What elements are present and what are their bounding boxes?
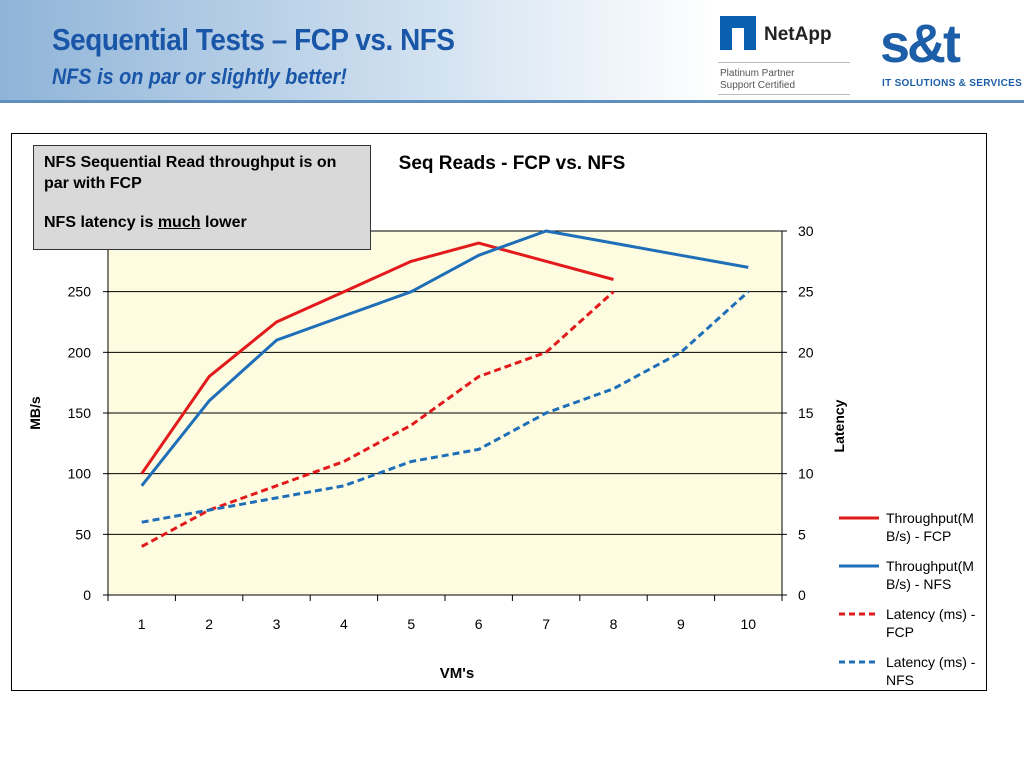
x-tick-label: 4 bbox=[340, 616, 348, 632]
netapp-name: NetApp bbox=[764, 24, 832, 45]
snt-tagline: IT SOLUTIONS & SERVICES bbox=[882, 78, 1023, 89]
legend-label-line: FCP bbox=[886, 624, 914, 640]
legend-label-line: NFS bbox=[886, 672, 914, 688]
legend-label-line: Latency (ms) - bbox=[886, 654, 976, 670]
y-tick-label: 50 bbox=[75, 526, 91, 542]
legend-label: Throughput(M B/s) - FCP bbox=[886, 510, 974, 544]
y2-tick-label: 30 bbox=[798, 223, 814, 239]
x-tick-label: 10 bbox=[741, 616, 757, 632]
slide-subtitle: NFS is on par or slightly better! bbox=[52, 64, 347, 89]
y2-tick-label: 25 bbox=[798, 284, 814, 300]
x-tick-label: 7 bbox=[542, 616, 550, 632]
y-tick-label: 150 bbox=[68, 405, 92, 421]
legend-label-line: B/s) - NFS bbox=[886, 576, 951, 592]
legend-label-line: B/s) - FCP bbox=[886, 528, 951, 544]
y-tick-label: 250 bbox=[68, 284, 92, 300]
x-tick-label: 2 bbox=[205, 616, 213, 632]
netapp-logo: NetApp Platinum Partner Support Certifie… bbox=[712, 10, 854, 96]
y2-tick-label: 15 bbox=[798, 405, 814, 421]
legend-label: Latency (ms) - NFS bbox=[886, 654, 976, 688]
slide-title: Sequential Tests – FCP vs. NFS bbox=[52, 22, 455, 57]
callout-box: NFS Sequential Read throughput is on par… bbox=[33, 145, 371, 250]
legend-label: Latency (ms) - FCP bbox=[886, 606, 976, 640]
netapp-mark-icon bbox=[720, 16, 756, 50]
x-tick-label: 1 bbox=[138, 616, 146, 632]
x-tick-label: 8 bbox=[610, 616, 618, 632]
chart-title: Seq Reads - FCP vs. NFS bbox=[399, 153, 626, 174]
y-tick-label: 200 bbox=[68, 344, 92, 360]
callout-line-1: NFS Sequential Read throughput is on par… bbox=[44, 154, 337, 192]
y2-tick-label: 20 bbox=[798, 344, 814, 360]
divider bbox=[718, 94, 850, 95]
legend-label: Throughput(M B/s) - NFS bbox=[886, 558, 974, 592]
y2-axis-title: Latency bbox=[831, 399, 847, 452]
x-tick-label: 5 bbox=[407, 616, 415, 632]
callout-line-2: NFS latency is much lower bbox=[44, 212, 360, 233]
y2-tick-label: 0 bbox=[798, 587, 806, 603]
snt-logo-mark: s&t bbox=[880, 14, 961, 74]
x-tick-label: 9 bbox=[677, 616, 685, 632]
divider bbox=[718, 62, 850, 63]
series-line-latency-ms-nfs bbox=[141, 290, 750, 524]
callout-emphasis: much bbox=[157, 214, 201, 231]
netapp-certified-line: Support Certified bbox=[720, 80, 796, 91]
callout-line-2-before: NFS latency is bbox=[44, 214, 158, 231]
legend-label-line: Latency (ms) - bbox=[886, 606, 976, 622]
series-line-latency-ms-fcp bbox=[140, 290, 615, 548]
x-axis-title: VM's bbox=[440, 665, 474, 682]
x-tick-label: 3 bbox=[273, 616, 281, 632]
y-tick-label: 0 bbox=[83, 587, 91, 603]
callout-line-2-after: lower bbox=[200, 214, 247, 231]
seq-reads-chart: 0501001502002503000510152025301234567891… bbox=[27, 153, 976, 688]
snt-logo: s&t IT SOLUTIONS & SERVICES bbox=[878, 14, 1022, 94]
x-tick-label: 6 bbox=[475, 616, 483, 632]
header-divider bbox=[0, 100, 1024, 103]
series-line-throughput-mb-s-fcp bbox=[140, 241, 614, 475]
y2-tick-label: 5 bbox=[798, 526, 806, 542]
y-tick-label: 100 bbox=[68, 466, 92, 482]
netapp-partner-line: Platinum Partner bbox=[720, 68, 795, 79]
series-line-throughput-mb-s-nfs bbox=[140, 229, 749, 487]
y-axis-title: MB/s bbox=[27, 396, 43, 430]
legend-label-line: Throughput(M bbox=[886, 510, 974, 526]
y2-tick-label: 10 bbox=[798, 466, 814, 482]
legend-label-line: Throughput(M bbox=[886, 558, 974, 574]
